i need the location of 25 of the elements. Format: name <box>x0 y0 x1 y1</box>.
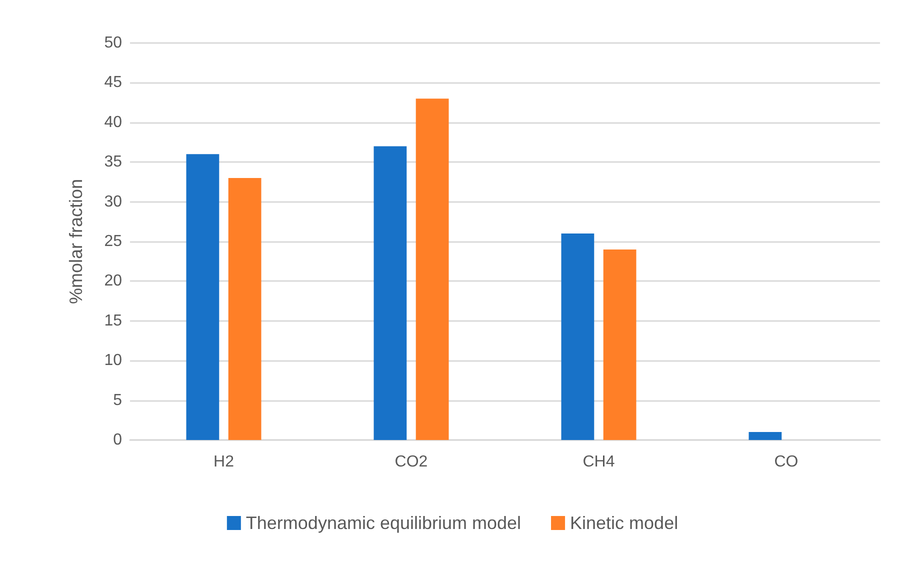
bar <box>603 249 636 440</box>
bar <box>186 154 220 440</box>
bar <box>228 178 262 440</box>
y-tick-label: 5 <box>113 392 122 409</box>
x-tick-label: H2 <box>214 454 234 470</box>
y-axis-title: %molar fraction <box>66 178 86 304</box>
x-tick-label: CH4 <box>582 454 615 470</box>
bar <box>748 432 782 440</box>
x-tick-label: CO <box>774 454 798 470</box>
y-tick-label: 50 <box>104 34 122 52</box>
y-tick-label: 10 <box>104 352 122 370</box>
y-tick-label: 0 <box>113 432 122 448</box>
y-tick-label: 15 <box>104 312 122 330</box>
bar <box>416 98 449 440</box>
y-tick-label: 30 <box>104 193 122 210</box>
legend-label: Thermodynamic equilibrium model <box>246 513 522 533</box>
legend-label: Kinetic model <box>570 513 678 533</box>
y-tick-label: 35 <box>104 154 122 171</box>
x-tick-label: CO2 <box>394 454 428 470</box>
y-tick-label: 40 <box>104 114 122 131</box>
y-tick-label: 25 <box>104 233 122 250</box>
y-tick-label: 45 <box>104 74 122 92</box>
y-tick-label: 20 <box>104 272 122 290</box>
bar <box>374 146 407 440</box>
bar <box>561 234 594 440</box>
